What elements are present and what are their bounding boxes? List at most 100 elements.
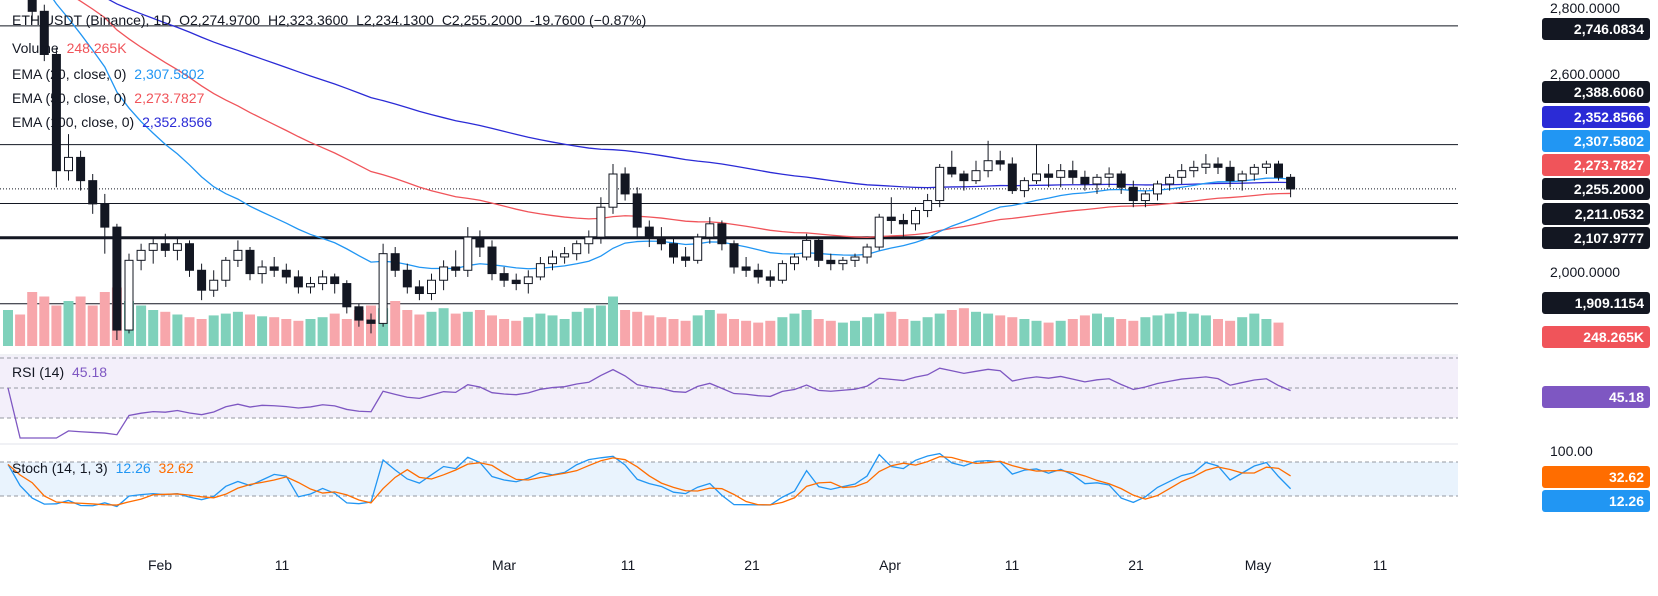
candle-body: [850, 256, 860, 261]
volume-bar: [813, 319, 824, 346]
candle-body: [269, 266, 279, 271]
candle-body: [390, 253, 400, 271]
candle-body: [1056, 170, 1066, 178]
volume-bar: [837, 322, 848, 346]
candle-body: [354, 306, 364, 321]
ema20-legend[interactable]: EMA (20, close, 0) 2,307.5802: [12, 66, 208, 82]
volume-bar: [136, 305, 147, 346]
x-label-may-11: 11: [1372, 557, 1388, 573]
candle-body: [874, 216, 884, 248]
volume-bar: [583, 308, 594, 346]
stoch-d-line: [7, 455, 1291, 506]
rsi-tag: 45.18: [1542, 386, 1650, 408]
candle-body: [911, 210, 920, 225]
candle-body: [947, 166, 957, 175]
volume-bar: [184, 317, 195, 346]
volume-bar: [269, 317, 280, 346]
volume-bar: [281, 319, 292, 346]
volume-bar: [995, 315, 1006, 346]
rsi-value: 45.18: [72, 364, 108, 380]
candle-body: [1249, 166, 1259, 175]
volume-bar: [51, 305, 62, 346]
volume-bar: [402, 310, 413, 346]
candle-body: [281, 269, 291, 278]
x-label-apr-11: 11: [1004, 557, 1020, 573]
volume-bar: [450, 313, 461, 346]
volume-bar: [1007, 317, 1018, 346]
volume-bar: [414, 314, 425, 346]
volume-bar: [1019, 319, 1030, 346]
x-label-apr-21: 21: [1128, 557, 1144, 573]
ema50-legend[interactable]: EMA (50, close, 0) 2,273.7827: [12, 90, 208, 106]
candle-body: [245, 249, 255, 275]
candle-body: [802, 239, 812, 258]
volume-bar: [680, 320, 691, 346]
volume-bar: [1140, 317, 1151, 346]
candle-body: [693, 236, 703, 261]
candle-body: [1080, 176, 1090, 185]
candle-body: [366, 319, 376, 324]
volume-bar: [63, 301, 74, 346]
stoch-d-value: 32.62: [158, 460, 194, 476]
x-label-mar-21: 21: [744, 557, 760, 573]
candle-body: [838, 259, 848, 265]
candle-body: [898, 219, 908, 225]
candle-body: [39, 10, 49, 55]
volume-bar: [704, 310, 715, 346]
volume-bar: [632, 311, 643, 346]
volume-bar: [825, 320, 836, 346]
candle-body: [100, 203, 110, 228]
candle-body: [523, 276, 533, 285]
candle-body: [681, 256, 691, 261]
volume-bar: [257, 316, 268, 346]
volume-bar: [390, 301, 401, 346]
candle-body: [221, 259, 231, 281]
candle-body: [548, 256, 557, 265]
candle-body: [971, 170, 981, 182]
volume-bar: [208, 315, 219, 346]
volume-bar: [934, 313, 945, 346]
rsi-line: [7, 367, 1291, 439]
volume-bar: [716, 313, 727, 346]
volume-bar: [220, 313, 231, 346]
candle-body: [765, 276, 775, 281]
volume-bar: [87, 305, 98, 346]
candle-body: [1019, 180, 1029, 192]
candle-body: [463, 236, 473, 271]
candle-body: [172, 243, 182, 251]
volume-bar: [620, 310, 631, 346]
candle-body: [826, 259, 836, 265]
candle-body: [644, 226, 654, 238]
x-label-apr: Apr: [879, 557, 901, 573]
candle-body: [632, 193, 642, 228]
candle-body: [1153, 183, 1162, 195]
candle-body: [1104, 173, 1114, 178]
volume-bar: [1043, 322, 1054, 346]
ema20-value: 2,307.5802: [134, 66, 205, 82]
volume-bar: [729, 319, 739, 346]
rsi-legend[interactable]: RSI (14) 45.18: [12, 364, 111, 380]
volume-bar: [1092, 313, 1102, 346]
volume-bar: [789, 313, 800, 346]
candle-body: [620, 173, 630, 195]
volume-bar: [801, 310, 812, 346]
stoch-legend[interactable]: Stoch (14, 1, 3) 12.26 32.62: [12, 460, 198, 476]
candle-body: [572, 243, 582, 255]
candle-body: [935, 166, 945, 202]
volume-bar: [656, 317, 667, 346]
candle-body: [378, 253, 388, 324]
price-tag-last: 2,255.2000: [1542, 178, 1650, 200]
price-tag-ema20: 2,307.5802: [1542, 130, 1650, 152]
candle-body: [209, 279, 219, 291]
volume-legend[interactable]: Volume 248.265K: [12, 40, 131, 56]
candle-body: [1165, 176, 1175, 185]
volume-bar: [535, 313, 546, 346]
volume-bar: [1128, 320, 1139, 346]
volume-bar: [971, 311, 981, 346]
candle-body: [414, 286, 424, 295]
volume-label: Volume: [12, 40, 59, 56]
volume-bar: [595, 305, 606, 346]
ema100-legend[interactable]: EMA (100, close, 0) 2,352.8566: [12, 114, 216, 130]
candle-body: [669, 243, 678, 258]
